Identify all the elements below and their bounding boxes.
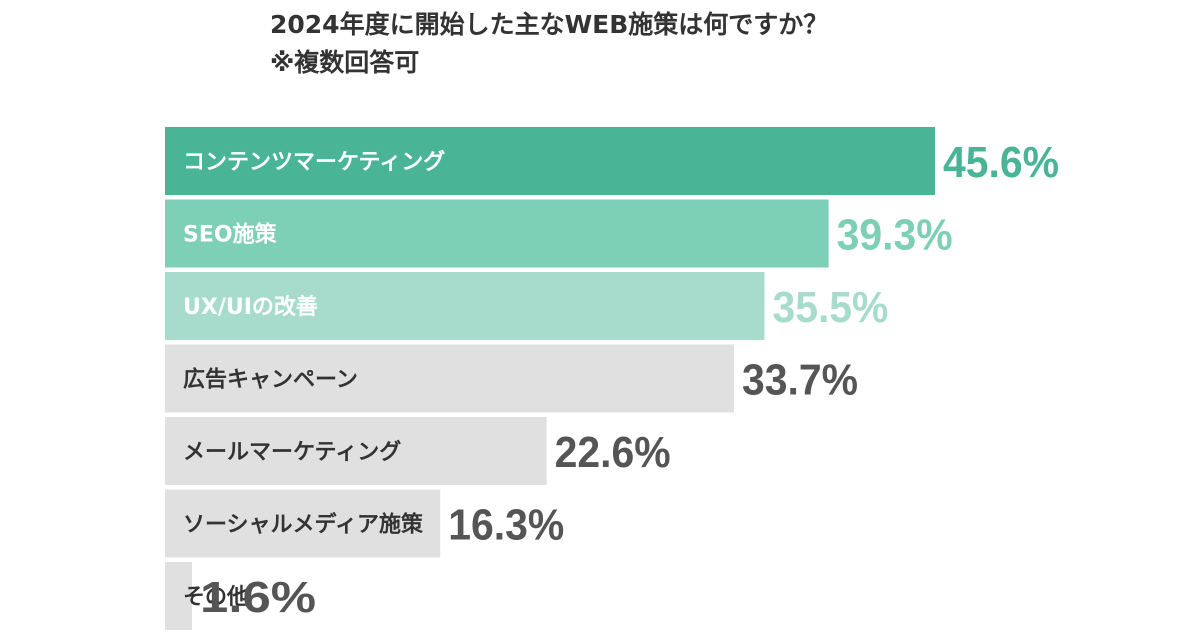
value-label-4: 33.7% — [742, 356, 858, 405]
category-label-7: その他 — [183, 585, 249, 610]
value-label-3: 35.5% — [772, 283, 888, 332]
category-label-1: コンテンツマーケティング — [183, 149, 445, 175]
bar-5 — [165, 417, 547, 485]
value-label-1: 45.6% — [943, 138, 1059, 187]
category-label-6: ソーシャルメディア施策 — [183, 512, 424, 538]
bar-6 — [165, 489, 441, 558]
value-label-2: 39.3% — [837, 211, 953, 260]
value-label-6: 16.3% — [448, 501, 564, 550]
bar-7 — [165, 562, 193, 630]
chart-title-line-2: ※複数回答可 — [270, 48, 420, 77]
bar-4 — [165, 344, 735, 413]
category-label-4: 広告キャンペーン — [183, 367, 358, 393]
category-label-3: UX/UIの改善 — [183, 294, 318, 320]
chart-title-line-1: 2024年度に開始した主なWEB施策は何ですか？ — [270, 10, 829, 39]
bar-1 — [165, 127, 935, 195]
category-label-2: SEO施策 — [183, 222, 278, 248]
value-label-7: 1.6% — [200, 573, 316, 622]
category-label-5: メールマーケティング — [183, 439, 401, 465]
bar-2 — [165, 199, 829, 268]
value-label-5: 22.6% — [555, 428, 671, 477]
chart-title: 2024年度に開始した主なWEB施策は何ですか？ ※複数回答可 — [270, 6, 828, 82]
bar-3 — [165, 272, 765, 340]
